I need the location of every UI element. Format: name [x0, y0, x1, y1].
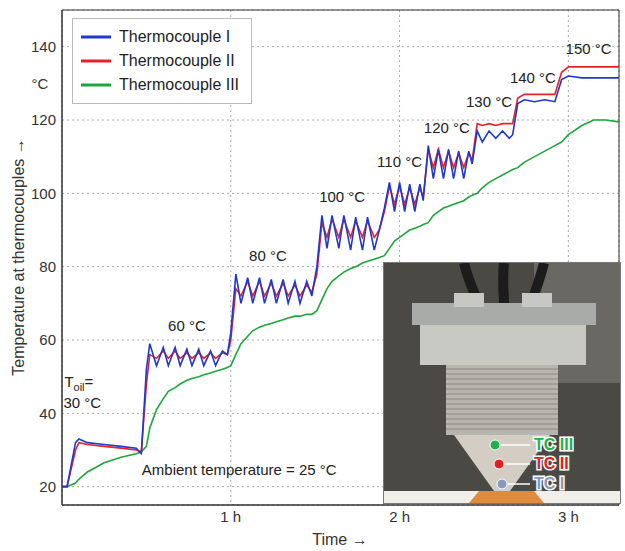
svg-text:Time →: Time →: [312, 531, 367, 548]
html-text:Thermocouple III: Thermocouple III: [119, 76, 240, 93]
svg-text:TC II: TC II: [534, 455, 569, 472]
html-text:Thermocouple I: Thermocouple I: [119, 28, 231, 45]
svg-text:60: 60: [39, 331, 56, 348]
svg-text:60 °C: 60 °C: [168, 317, 206, 334]
svg-text:TC III: TC III: [534, 436, 573, 453]
svg-text:2 h: 2 h: [389, 508, 410, 525]
svg-text:120: 120: [31, 111, 56, 128]
svg-text:TC I: TC I: [534, 475, 564, 492]
svg-text:140: 140: [31, 38, 56, 55]
svg-text:80 °C: 80 °C: [249, 247, 287, 264]
svg-text:°C: °C: [32, 75, 49, 92]
svg-text:100: 100: [31, 185, 56, 202]
svg-text:1 h: 1 h: [220, 508, 241, 525]
svg-text:140 °C: 140 °C: [510, 69, 556, 86]
svg-text:20: 20: [39, 478, 56, 495]
svg-text:Ambient temperature = 25 °C: Ambient temperature = 25 °C: [142, 461, 337, 478]
svg-text:80: 80: [39, 258, 56, 275]
svg-text:30 °C: 30 °C: [63, 394, 101, 411]
svg-text:40: 40: [39, 405, 56, 422]
svg-text:120 °C: 120 °C: [424, 119, 470, 136]
svg-text:150 °C: 150 °C: [566, 40, 612, 57]
html-text:Thermocouple II: Thermocouple II: [119, 52, 235, 69]
svg-text:130 °C: 130 °C: [466, 93, 512, 110]
svg-text:3 h: 3 h: [558, 508, 579, 525]
svg-text:100 °C: 100 °C: [319, 188, 365, 205]
svg-text:Toil=: Toil=: [64, 373, 93, 393]
svg-text:110 °C: 110 °C: [377, 153, 422, 170]
svg-text:Temperature at thermocouples →: Temperature at thermocouples →: [10, 138, 27, 375]
